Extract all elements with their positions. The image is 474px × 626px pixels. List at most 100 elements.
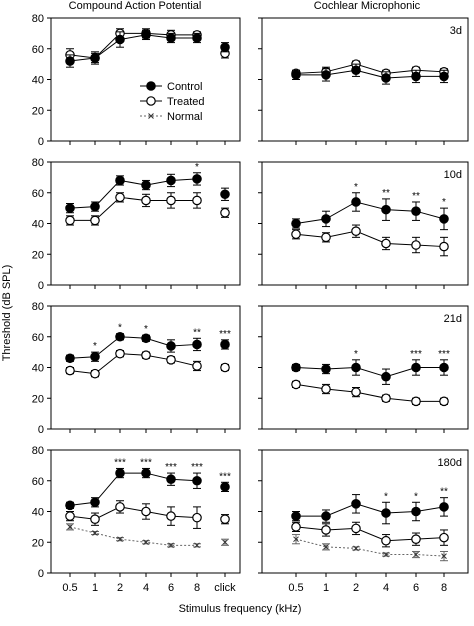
significance-label: ** xyxy=(412,191,420,202)
data-point xyxy=(141,350,151,360)
significance-label: ** xyxy=(193,327,201,338)
significance-label: * xyxy=(93,341,97,352)
data-point xyxy=(220,482,230,492)
data-point xyxy=(411,71,421,82)
data-point xyxy=(192,512,202,523)
data-point xyxy=(411,534,421,544)
x-tick-label: 6 xyxy=(168,582,174,594)
data-point xyxy=(351,65,361,76)
data-point xyxy=(291,362,301,373)
significance-label: * xyxy=(144,324,148,335)
legend-label: Normal xyxy=(167,111,202,123)
panel-1-cm: 3d xyxy=(258,17,469,145)
data-point xyxy=(194,542,200,549)
series-line xyxy=(69,506,198,520)
data-point xyxy=(192,361,202,371)
legend-marker xyxy=(146,81,156,91)
panels: 020406080ControlTreatedNormal3d020406080… xyxy=(32,13,469,594)
significance-label: ** xyxy=(440,487,448,498)
series-line xyxy=(69,472,198,506)
data-point xyxy=(90,215,100,226)
data-point xyxy=(291,379,301,390)
series-control xyxy=(65,172,230,214)
data-point xyxy=(351,362,361,373)
significance-label: *** xyxy=(191,462,203,473)
x-tick-label: 4 xyxy=(383,582,389,594)
data-point xyxy=(141,30,151,40)
series-line xyxy=(70,196,197,221)
series-treated xyxy=(291,379,449,407)
data-point xyxy=(65,511,75,521)
data-point xyxy=(291,229,301,240)
data-point xyxy=(439,502,449,512)
data-point xyxy=(65,215,75,226)
data-point xyxy=(220,514,230,524)
data-point xyxy=(381,535,391,546)
series-line xyxy=(295,526,445,542)
data-point xyxy=(90,368,100,379)
data-point xyxy=(166,511,176,521)
series-treated xyxy=(65,192,230,226)
series-control xyxy=(65,331,230,364)
significance-label: *** xyxy=(438,349,450,360)
data-point xyxy=(321,70,331,80)
y-tick-label: 0 xyxy=(38,280,44,292)
data-point xyxy=(413,551,419,558)
data-point xyxy=(166,355,176,365)
data-point xyxy=(65,203,75,213)
series-line xyxy=(69,336,198,359)
data-point xyxy=(90,201,100,212)
series-normal xyxy=(292,534,448,562)
panel-4-cap: 0 20 40 60 80 0.5 1 2 4 6 8 click *** *** *** *** *** xyxy=(32,445,241,594)
y-tick-label: 0 xyxy=(38,424,44,436)
x-tick-label: 4 xyxy=(143,582,149,594)
y-tick-label: 80 xyxy=(32,13,44,25)
data-point xyxy=(143,539,149,546)
data-point xyxy=(65,500,75,511)
data-point xyxy=(321,384,331,394)
data-point xyxy=(90,53,100,63)
data-point xyxy=(439,362,449,373)
data-point xyxy=(411,240,421,250)
cm-column-title: Cochlear Microphonic xyxy=(314,0,421,12)
x-tick-label: 1 xyxy=(92,582,98,594)
y-tick-label: 60 xyxy=(32,332,44,344)
series-control xyxy=(291,192,449,231)
legend-item-control: Control xyxy=(140,81,202,93)
series-control xyxy=(291,494,449,525)
data-point xyxy=(291,218,301,229)
significance-label: *** xyxy=(219,471,231,482)
data-point xyxy=(141,468,151,478)
series-control xyxy=(291,63,449,85)
data-point xyxy=(90,497,100,508)
data-point xyxy=(293,536,299,543)
x-tick-label: 8 xyxy=(441,582,447,594)
data-point xyxy=(411,506,421,517)
data-point xyxy=(411,206,421,216)
y-tick-label: 60 xyxy=(32,44,44,56)
data-point xyxy=(381,238,391,249)
significance-label: *** xyxy=(165,462,177,473)
data-point xyxy=(220,207,230,218)
cap-column-title: Compound Action Potential xyxy=(69,0,202,12)
data-point xyxy=(115,348,125,359)
significance-label: *** xyxy=(410,349,422,360)
data-point xyxy=(321,525,331,535)
data-point xyxy=(321,214,331,224)
y-tick-label: 60 xyxy=(32,188,44,200)
data-point xyxy=(115,192,125,203)
data-point xyxy=(381,371,391,382)
y-tick-label: 80 xyxy=(32,157,44,169)
data-point xyxy=(115,175,125,186)
legend-label: Treated xyxy=(167,96,205,108)
legend-marker xyxy=(148,113,154,119)
significance-label: * xyxy=(195,162,199,173)
series-control xyxy=(65,29,230,68)
series-line xyxy=(69,178,198,209)
y-tick-label: 20 xyxy=(32,537,44,549)
y-tick-label: 20 xyxy=(32,393,44,405)
x-tick-label: 0.5 xyxy=(62,582,77,594)
